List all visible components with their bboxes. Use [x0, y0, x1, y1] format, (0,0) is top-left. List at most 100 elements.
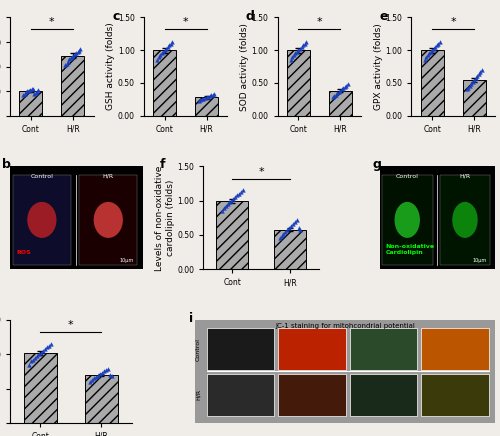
Bar [24, 353, 57, 423]
Point [90, 375, 98, 382]
Point [164, 44, 172, 51]
Point [293, 48, 301, 55]
Point [218, 208, 226, 215]
Point [64, 58, 72, 65]
Point [280, 231, 287, 238]
Bar [216, 201, 248, 269]
Point [68, 53, 76, 60]
Text: *: * [49, 17, 54, 27]
Point [210, 91, 218, 98]
Point [158, 50, 166, 57]
Point [20, 91, 28, 98]
Point [235, 191, 243, 198]
Point [200, 95, 207, 102]
Point [278, 233, 285, 240]
Point [86, 378, 94, 385]
Point [433, 41, 441, 48]
Point [426, 50, 434, 57]
Text: f: f [160, 158, 165, 171]
Point [160, 47, 168, 54]
Point [195, 98, 203, 105]
Point [36, 351, 44, 358]
Text: 10μm: 10μm [120, 258, 134, 263]
Point [473, 72, 481, 79]
Bar [462, 80, 485, 116]
Text: *: * [450, 17, 456, 27]
Point [88, 376, 96, 383]
Point [342, 82, 350, 89]
Bar [287, 50, 310, 116]
Point [338, 86, 346, 93]
Point [296, 45, 304, 52]
Text: c: c [112, 10, 120, 23]
Point [231, 194, 239, 201]
Point [294, 47, 302, 54]
Point [283, 227, 291, 234]
Point [290, 52, 298, 59]
Point [153, 57, 161, 64]
Point [330, 92, 338, 99]
Point [464, 84, 472, 91]
Y-axis label: GSH activity (folds): GSH activity (folds) [106, 23, 115, 110]
Point [66, 54, 74, 61]
Point [201, 95, 209, 102]
Point [204, 93, 212, 100]
Text: d: d [246, 10, 254, 23]
Point [302, 39, 310, 46]
Point [340, 85, 347, 92]
Text: JC-1 staining for mitohcondrial potential: JC-1 staining for mitohcondrial potentia… [275, 323, 415, 329]
Point [29, 85, 37, 92]
Point [196, 96, 204, 103]
Point [102, 367, 110, 374]
Bar [329, 91, 352, 116]
Bar [274, 229, 306, 269]
Point [436, 39, 444, 46]
Point [229, 196, 237, 203]
Point [30, 91, 38, 98]
Point [285, 225, 293, 232]
Point [168, 39, 176, 46]
Bar [195, 97, 218, 116]
Point [206, 92, 214, 99]
Y-axis label: GPX activity (folds): GPX activity (folds) [374, 23, 382, 110]
Point [237, 189, 245, 196]
Point [466, 82, 473, 89]
Point [294, 225, 302, 232]
Point [25, 87, 33, 94]
Point [341, 83, 349, 90]
Point [224, 201, 232, 208]
Text: *: * [258, 167, 264, 177]
Bar [153, 50, 176, 116]
Point [162, 45, 170, 52]
Point [92, 374, 100, 381]
Point [106, 371, 114, 378]
Point [33, 88, 41, 95]
Text: *: * [68, 320, 73, 330]
Text: Control: Control [196, 338, 201, 361]
Point [208, 91, 216, 98]
Point [287, 223, 295, 230]
Point [476, 68, 484, 75]
Point [470, 76, 478, 83]
Point [335, 89, 343, 95]
Point [292, 216, 300, 223]
Text: b: b [2, 158, 11, 171]
Ellipse shape [394, 202, 420, 238]
Point [430, 45, 438, 52]
Point [334, 90, 342, 97]
Point [202, 94, 210, 101]
Point [228, 197, 235, 204]
Text: *: * [316, 17, 322, 27]
Point [474, 70, 482, 77]
Point [61, 62, 69, 69]
Point [42, 345, 50, 352]
Point [434, 40, 442, 47]
Text: Control: Control [396, 174, 418, 179]
Text: g: g [372, 158, 382, 171]
Text: e: e [380, 10, 388, 23]
Point [233, 192, 241, 199]
Point [226, 198, 234, 205]
Point [467, 80, 475, 87]
Point [30, 356, 38, 363]
Point [298, 44, 306, 51]
